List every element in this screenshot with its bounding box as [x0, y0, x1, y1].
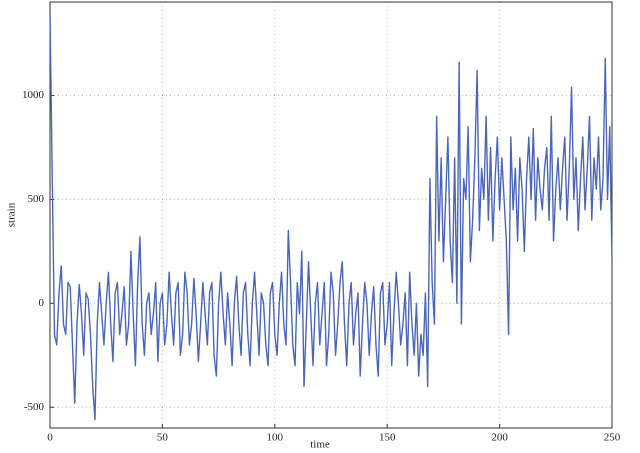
y-tick-label: 1000 — [22, 89, 45, 101]
x-tick-label: 150 — [379, 432, 396, 444]
y-tick-label: 0 — [39, 297, 45, 309]
y-tick-label: 500 — [28, 193, 45, 205]
x-tick-label: 250 — [604, 432, 621, 444]
x-tick-label: 50 — [157, 432, 169, 444]
x-tick-label: 200 — [491, 432, 508, 444]
plot-frame — [49, 1, 613, 429]
x-tick-label: 0 — [47, 432, 53, 444]
x-axis-label: time — [310, 439, 330, 451]
y-tick-label: -500 — [24, 401, 45, 413]
line — [49, 12, 613, 421]
x-tick-label: 100 — [267, 432, 284, 444]
y-axis-label: strain — [6, 202, 18, 227]
